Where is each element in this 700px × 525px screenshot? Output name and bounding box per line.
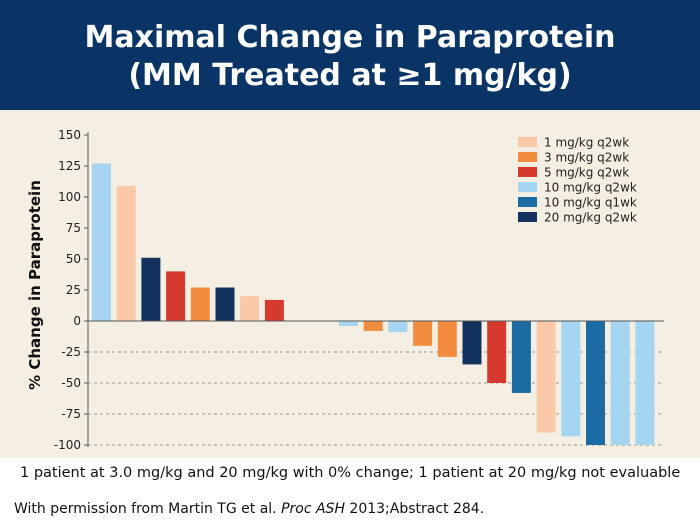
bar	[536, 321, 556, 433]
legend-label: 1 mg/kg q2wk	[544, 136, 629, 150]
bar	[240, 296, 260, 321]
y-axis-label: % Change in Paraprotein	[26, 180, 44, 390]
y-tick-label: -100	[54, 438, 81, 452]
bar-chart: 150 125 100 75 50 25 0 -25 -50 -75 -100 1 mg/kg q2w…	[54, 128, 664, 452]
y-tick-label: 25	[66, 283, 81, 297]
legend-label: 10 mg/kg q1wk	[544, 196, 637, 210]
slide-title-line-2: (MM Treated at ≥1 mg/kg)	[128, 58, 572, 93]
title-banner: Maximal Change in Paraprotein (MM Treate…	[0, 0, 700, 110]
legend-swatch	[518, 152, 537, 162]
bar	[116, 185, 136, 321]
legend-label: 5 mg/kg q2wk	[544, 166, 629, 180]
y-tick-label: 0	[73, 314, 81, 328]
bar	[437, 321, 457, 357]
legend-label: 3 mg/kg q2wk	[544, 151, 629, 165]
y-tick-label: -50	[61, 376, 81, 390]
legend-swatch	[518, 197, 537, 207]
legend-swatch	[518, 182, 537, 192]
citation-suffix: 2013;Abstract 284.	[344, 501, 485, 517]
bar	[141, 257, 161, 321]
legend-swatch	[518, 167, 537, 177]
legend-swatch	[518, 212, 537, 222]
y-tick-label: 100	[58, 190, 81, 204]
y-tick-label: 125	[58, 159, 81, 173]
y-tick-label: 75	[66, 221, 81, 235]
legend-label: 20 mg/kg q2wk	[544, 211, 637, 225]
y-tick-label: -25	[61, 345, 81, 359]
citation-prefix: With permission from Martin TG et al.	[14, 501, 282, 517]
footnote: 1 patient at 3.0 mg/kg and 20 mg/kg with…	[20, 465, 681, 481]
y-tick-label: 150	[58, 128, 81, 142]
bar	[413, 321, 433, 346]
bar	[92, 163, 111, 321]
bar	[635, 321, 655, 445]
bar	[166, 271, 186, 321]
y-tick-label: -75	[61, 407, 81, 421]
legend-label: 10 mg/kg q2wk	[544, 181, 637, 195]
y-tick-label: 50	[66, 252, 81, 266]
bar	[610, 321, 630, 445]
citation-journal: Proc ASH	[281, 501, 345, 517]
citation: With permission from Martin TG et al. Pr…	[14, 500, 694, 518]
chart-panel	[0, 110, 700, 458]
bar	[586, 321, 605, 445]
bar	[363, 321, 383, 331]
legend-swatch	[518, 137, 537, 147]
bar	[462, 321, 482, 365]
bar	[388, 321, 408, 333]
slide-title-line-1: Maximal Change in Paraprotein	[84, 20, 616, 55]
bar	[487, 321, 507, 383]
bar	[190, 287, 210, 321]
bar	[561, 321, 581, 437]
bar	[511, 321, 531, 393]
bar	[215, 287, 235, 321]
bar	[339, 321, 358, 326]
bar	[264, 299, 284, 321]
